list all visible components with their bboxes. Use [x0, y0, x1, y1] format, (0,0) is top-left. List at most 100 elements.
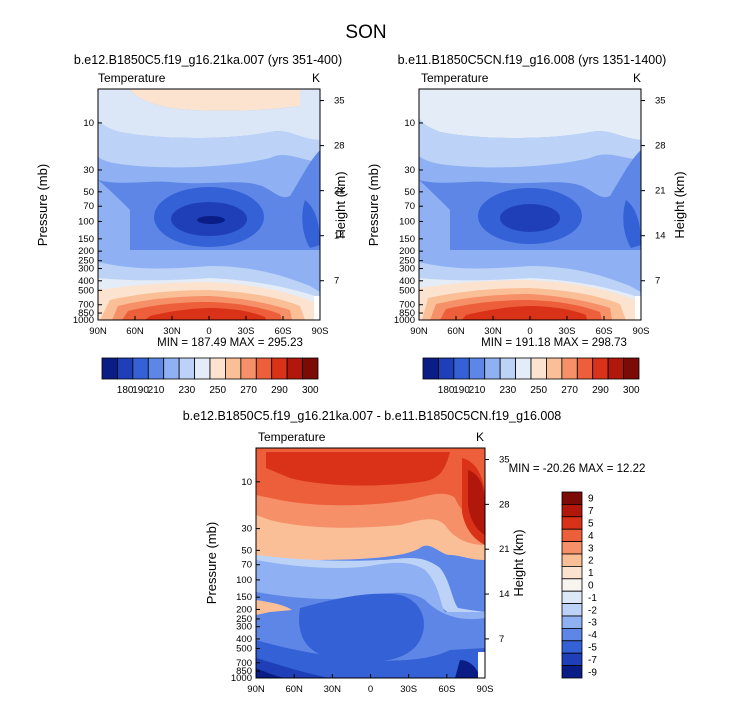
- colorbar-label: 300: [302, 385, 319, 396]
- y-tick-label: 10: [83, 118, 94, 129]
- colorbar-cell: [163, 357, 180, 380]
- colorbar-cell: [132, 357, 149, 380]
- y-tick-label: 1000: [231, 673, 252, 684]
- panel-1-x-axis: 90N 60N 30N 0 30S 60S 90S: [89, 316, 328, 337]
- x-tick-label: 0: [206, 326, 211, 337]
- colorbar-label: 5: [588, 519, 594, 530]
- colorbar-label: 7: [588, 506, 594, 517]
- colorbar-cell: [147, 357, 165, 380]
- colorbar-label: 230: [500, 385, 517, 396]
- x-tick-label: 90N: [247, 684, 265, 695]
- height-tick-label: 21: [655, 186, 666, 197]
- y-tick-label: 1000: [394, 315, 415, 326]
- contour-band: [256, 668, 285, 678]
- panel-1-min-max: MIN = 187.49 MAX = 295.23: [157, 337, 303, 349]
- contour-band: [302, 200, 320, 248]
- colorbar-cell: [561, 628, 583, 642]
- topography-mask: [314, 296, 320, 320]
- y-tick-label: 400: [236, 634, 252, 645]
- y-tick-label: 250: [78, 256, 94, 267]
- contour-band: [98, 120, 320, 168]
- y-tick-label: 1000: [73, 315, 94, 326]
- colorbar-cell: [286, 357, 303, 380]
- height-tick-label: 28: [499, 499, 510, 510]
- panel-3-units: K: [476, 430, 484, 444]
- colorbar-label: 180: [117, 385, 134, 396]
- y-tick-label: 250: [399, 256, 415, 267]
- height-tick-label: 35: [499, 455, 510, 466]
- y-tick-label: 100: [236, 575, 252, 586]
- panel-2-ylabel: Pressure (mb): [366, 164, 381, 246]
- y-tick-label: 400: [78, 276, 94, 287]
- x-tick-label: 60N: [447, 326, 465, 337]
- panel-3-ylabel-right: Height (km): [511, 529, 526, 596]
- contour-band: [256, 640, 485, 678]
- colorbar-label: 9: [588, 494, 594, 505]
- y-tick-label: 70: [404, 201, 415, 212]
- colorbar-cell: [515, 357, 532, 380]
- y-tick-label: 300: [236, 622, 252, 633]
- x-tick-label: 30N: [484, 326, 502, 337]
- colorbar-label: -1: [588, 593, 597, 604]
- height-tick-label: 28: [334, 141, 345, 152]
- y-tick-label: 700: [399, 300, 415, 311]
- y-tick-label: 10: [404, 118, 415, 129]
- contour-band: [299, 593, 424, 662]
- contour-band: [419, 118, 641, 168]
- colorbar-cell: [561, 528, 583, 543]
- y-tick-label: 70: [83, 201, 94, 212]
- contour-band: [419, 180, 450, 250]
- panel-2-ylabel-right: Height (km): [672, 171, 687, 238]
- colorbar-cell: [561, 553, 583, 567]
- x-tick-label: 0: [527, 326, 532, 337]
- colorbar-label: 250: [530, 385, 547, 396]
- height-tick-label: 14: [334, 231, 345, 242]
- panel-1-units: K: [312, 71, 320, 85]
- y-tick-label: 10: [241, 477, 252, 488]
- colorbar-cell: [561, 491, 583, 505]
- height-tick-label: 14: [499, 589, 510, 600]
- colorbar-cell: [117, 357, 134, 380]
- colorbar-cell: [607, 357, 624, 380]
- panel-3-left-label: Temperature: [258, 430, 326, 444]
- y-tick-label: 200: [399, 246, 415, 257]
- colorbar-label: 270: [561, 385, 578, 396]
- colorbar-cell: [561, 665, 583, 679]
- panel-3-min-max: MIN = -20.26 MAX = 12.22: [509, 463, 646, 475]
- x-tick-label: 90S: [477, 684, 494, 695]
- contour-band: [256, 658, 330, 678]
- colorbar-label: 4: [588, 531, 594, 542]
- panel-2: b.e11.B1850C5CN.f19_g16.008 (yrs 1351-14…: [366, 53, 687, 396]
- contour-band: [98, 89, 320, 140]
- x-tick-label: 0: [368, 684, 373, 695]
- y-tick-label: 700: [236, 658, 252, 669]
- y-tick-label: 50: [83, 187, 94, 198]
- colorbar-label: 2: [588, 556, 594, 567]
- y-tick-label: 850: [399, 308, 415, 319]
- y-tick-label: 850: [78, 308, 94, 319]
- y-tick-label: 150: [236, 592, 252, 603]
- height-tick-label: 7: [499, 634, 504, 645]
- height-tick-label: 21: [334, 186, 345, 197]
- colorbar-label: -2: [588, 605, 597, 616]
- panel-1-ylabel: Pressure (mb): [35, 164, 50, 246]
- height-tick-label: 21: [499, 544, 510, 555]
- colorbar-label: 190: [453, 385, 470, 396]
- y-tick-label: 30: [83, 165, 94, 176]
- colorbar-label: 3: [588, 543, 594, 554]
- x-tick-label: 90S: [312, 326, 329, 337]
- colorbar-label: 290: [271, 385, 288, 396]
- colorbar-cell: [240, 357, 257, 380]
- y-tick-label: 150: [78, 234, 94, 245]
- panel-3-colorbar: 97 543 21 0-1-2 -3-4 -5-7-9: [561, 491, 597, 679]
- panel-1-ylabel-right: Height (km): [333, 171, 348, 238]
- colorbar-cell: [255, 357, 273, 380]
- y-tick-label: 500: [78, 285, 94, 296]
- y-tick-label: 30: [404, 165, 415, 176]
- colorbar-label: 1: [588, 568, 594, 579]
- colorbar-cell: [623, 357, 640, 380]
- contour-band: [455, 660, 478, 678]
